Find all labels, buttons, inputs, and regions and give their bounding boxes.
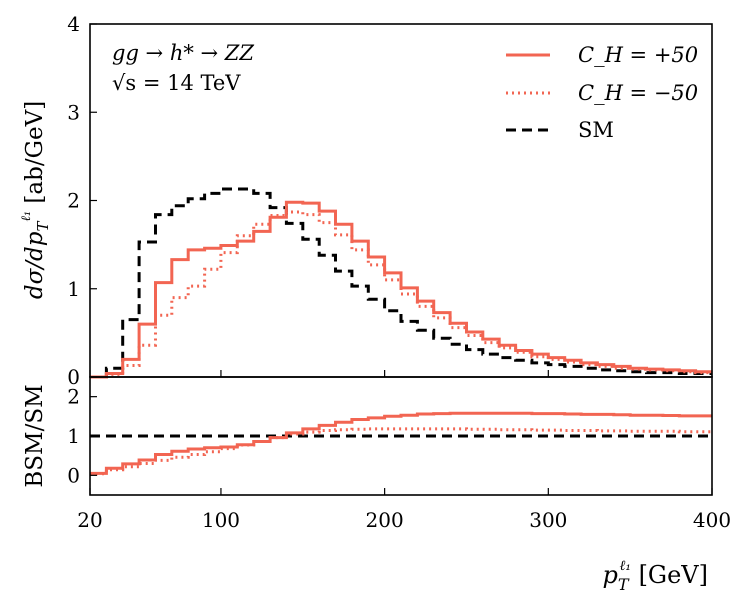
- series-main-dashed: [90, 187, 712, 379]
- ratio-panel: 0 1 2: [67, 376, 713, 496]
- series-main-solid: [90, 200, 712, 379]
- x-axis-label: pTℓ₁ [GeV]: [602, 558, 708, 594]
- y-axis-label-ratio: BSM/SM: [22, 384, 48, 487]
- legend-label-minus: C_H = −50: [578, 81, 698, 105]
- series-main-dotted: [90, 210, 712, 379]
- y-tick-label-ratio: 2: [67, 385, 80, 409]
- legend: C_H = +50 C_H = −50 SM: [506, 43, 698, 142]
- x-tick-label: 100: [202, 508, 240, 532]
- main-ticks-group: 0 1 2 3 4: [67, 12, 713, 389]
- x-label-unit: [GeV]: [631, 561, 708, 589]
- annotation-energy: √s = 14 TeV: [112, 71, 241, 95]
- legend-label-sm: SM: [578, 118, 614, 142]
- y-tick-label-main: 4: [67, 12, 80, 36]
- y-tick-label-main: 3: [67, 100, 80, 124]
- series-ratio-dotted: [90, 427, 712, 476]
- y-tick-label-ratio: 0: [67, 463, 80, 487]
- main-panel: 0 1 2 3 4: [67, 12, 713, 389]
- x-label-sub: T: [618, 575, 630, 594]
- y-label-main-unit: [ab/GeV]: [22, 101, 48, 211]
- ratio-axes-frame: [89, 376, 713, 496]
- y-label-main-base: dσ/dp: [22, 231, 48, 299]
- x-tick-label: 200: [366, 508, 404, 532]
- y-tick-label-main: 2: [67, 189, 80, 213]
- x-tick-label: 400: [693, 508, 731, 532]
- x-label-sup: ℓ₁: [619, 558, 630, 574]
- y-axis-label-main: dσ/dpTℓ₁ [ab/GeV]: [19, 101, 52, 299]
- ratio-series-group: [90, 411, 712, 476]
- x-tick-label: 300: [529, 508, 567, 532]
- x-ticklabels-group: 20 100 200 300 400: [77, 508, 731, 532]
- y-label-main-sup: ℓ₁: [19, 211, 34, 222]
- ratio-ticks-group: 0 1 2: [67, 385, 713, 495]
- y-tick-label-main: 0: [67, 365, 80, 389]
- y-tick-label-main: 1: [67, 277, 80, 301]
- x-tick-label: 20: [77, 508, 102, 532]
- y-tick-label-ratio: 1: [67, 424, 80, 448]
- series-ratio-solid: [90, 411, 712, 475]
- y-label-main-sub: T: [34, 221, 52, 232]
- main-series-group: [90, 187, 712, 379]
- x-label-base: p: [602, 561, 617, 589]
- annotation-process: gg → h* → ZZ: [112, 41, 254, 65]
- legend-label-plus: C_H = +50: [578, 43, 698, 67]
